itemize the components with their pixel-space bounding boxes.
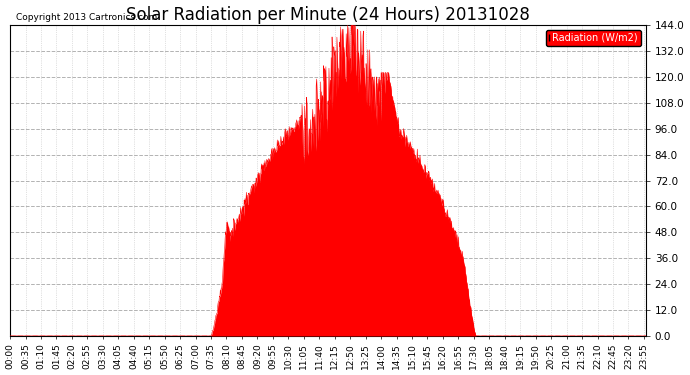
Text: Copyright 2013 Cartronics.com: Copyright 2013 Cartronics.com [17, 13, 157, 22]
Title: Solar Radiation per Minute (24 Hours) 20131028: Solar Radiation per Minute (24 Hours) 20… [126, 6, 530, 24]
Legend: Radiation (W/m2): Radiation (W/m2) [546, 30, 641, 46]
